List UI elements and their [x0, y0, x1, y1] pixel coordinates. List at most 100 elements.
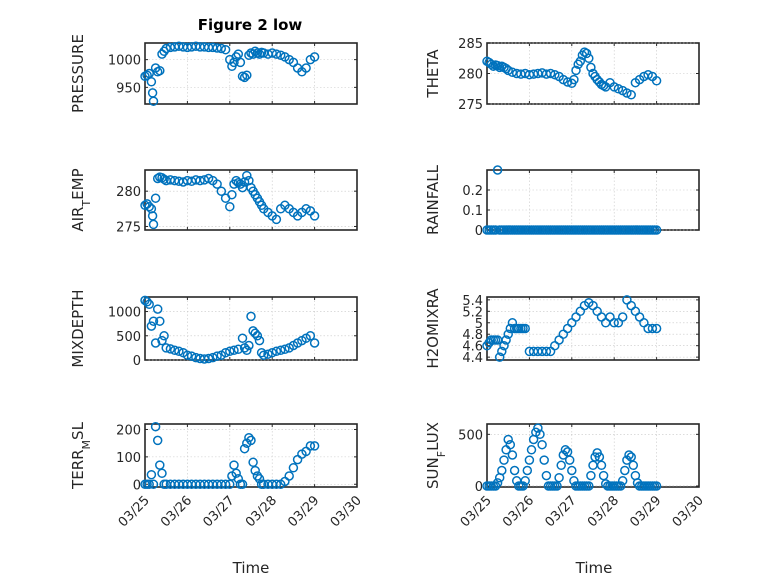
- data-point: [584, 53, 594, 64]
- y-tick-label: 1000: [108, 54, 141, 69]
- data-point: [161, 43, 171, 54]
- y-tick-label: 4.4: [462, 351, 483, 366]
- data-point: [535, 429, 545, 440]
- data-point: [155, 316, 165, 326]
- data-point: [571, 65, 581, 76]
- data-point: [560, 445, 571, 455]
- data-point: [309, 338, 320, 348]
- data-point: [626, 452, 636, 462]
- data-series: [140, 295, 320, 364]
- data-point: [550, 69, 560, 80]
- subplot-h2omixra: 4.44.64.855.25.4 H2OMIXRA: [424, 288, 700, 369]
- data-point: [609, 318, 619, 328]
- data-point: [533, 423, 543, 433]
- data-point: [524, 455, 535, 465]
- data-point: [208, 352, 218, 363]
- subplot-sun-flux: 03/25 03/26 03/27 03/28 03/29 03/30 0 500 SUNFLU…: [424, 422, 707, 530]
- data-point: [242, 170, 252, 181]
- data-point: [246, 311, 256, 322]
- y-axis-label: H2OMIXRA: [424, 288, 442, 369]
- data-point: [271, 49, 282, 59]
- x-tick-label: 03/29: [285, 493, 322, 530]
- x-tick-label: 03/29: [627, 493, 664, 530]
- y-axis-label: TERRMSL: [69, 421, 93, 490]
- data-point: [157, 468, 167, 479]
- data-point: [537, 439, 547, 450]
- data-point: [229, 57, 239, 68]
- data-point: [239, 72, 250, 83]
- y-tick-label: 500: [458, 428, 483, 443]
- x-tick-label: 03/27: [543, 493, 580, 530]
- y-tick-label: 275: [116, 220, 141, 235]
- data-point: [522, 465, 533, 476]
- data-point: [507, 67, 518, 78]
- data-point: [651, 323, 662, 334]
- data-point: [254, 335, 265, 346]
- data-point: [148, 316, 159, 326]
- data-point: [586, 62, 596, 73]
- x-tick-label: 03/25: [116, 493, 153, 530]
- subplot-theta: 275 280 285 THETA: [424, 37, 700, 113]
- y-tick-label: 0: [133, 478, 141, 493]
- data-point: [144, 68, 154, 79]
- data-point: [155, 65, 165, 76]
- data-point: [239, 443, 250, 454]
- y-tick-label: 280: [458, 68, 483, 83]
- data-point: [150, 193, 161, 203]
- data-point: [594, 452, 605, 462]
- data-point: [150, 338, 161, 348]
- data-point: [626, 90, 636, 100]
- data-point: [305, 441, 316, 451]
- data-point: [203, 353, 214, 364]
- data-point: [620, 465, 630, 476]
- data-point: [142, 297, 152, 307]
- data-point: [596, 460, 607, 471]
- data-point: [567, 465, 577, 476]
- data-point: [252, 331, 263, 341]
- data-point: [174, 346, 184, 357]
- y-axis-label: AIRTEMP: [69, 168, 93, 231]
- subplot-terr-msl: 03/25 03/26 03/27 03/28 03/29 03/30 0 100 200 TER…: [69, 421, 365, 530]
- data-point: [150, 421, 161, 432]
- data-point: [252, 471, 263, 481]
- data-point: [643, 69, 653, 80]
- x-axis-title-right: Time: [575, 559, 613, 577]
- data-point: [520, 476, 530, 486]
- data-point: [212, 43, 222, 53]
- y-axis-label: THETA: [424, 49, 442, 99]
- data-series: [482, 165, 662, 235]
- data-point: [503, 329, 513, 339]
- data-point: [239, 177, 250, 187]
- data-point: [250, 465, 260, 476]
- y-tick-label: 100: [116, 451, 141, 466]
- data-point: [242, 70, 252, 80]
- data-point: [244, 432, 254, 443]
- y-axis-label: MIXDEPTH: [69, 289, 87, 367]
- x-tick-label: 03/27: [201, 493, 238, 530]
- data-point: [216, 43, 227, 54]
- data-point: [554, 472, 564, 483]
- data-point: [144, 479, 154, 490]
- data-point: [225, 479, 235, 490]
- data-series: [140, 41, 320, 106]
- data-point: [503, 434, 513, 445]
- data-point: [581, 48, 592, 59]
- data-point: [229, 345, 239, 356]
- data-point: [237, 479, 248, 490]
- x-axis-title-left: Time: [232, 559, 270, 577]
- data-series: [482, 295, 662, 362]
- y-tick-label: 0.2: [462, 184, 483, 199]
- y-axis-label: SUNFLUX: [424, 422, 448, 489]
- data-point: [552, 481, 562, 491]
- data-point: [244, 340, 254, 351]
- data-point: [159, 331, 169, 341]
- data-point: [242, 345, 252, 356]
- data-point: [146, 77, 157, 87]
- data-point: [152, 304, 163, 314]
- data-point: [250, 328, 260, 339]
- data-point: [617, 476, 628, 486]
- plot-area: [144, 169, 358, 231]
- y-tick-label: 4.6: [462, 340, 483, 355]
- data-point: [539, 455, 549, 465]
- subplot-air-temp: 275 280 AIRTEMP: [69, 168, 358, 235]
